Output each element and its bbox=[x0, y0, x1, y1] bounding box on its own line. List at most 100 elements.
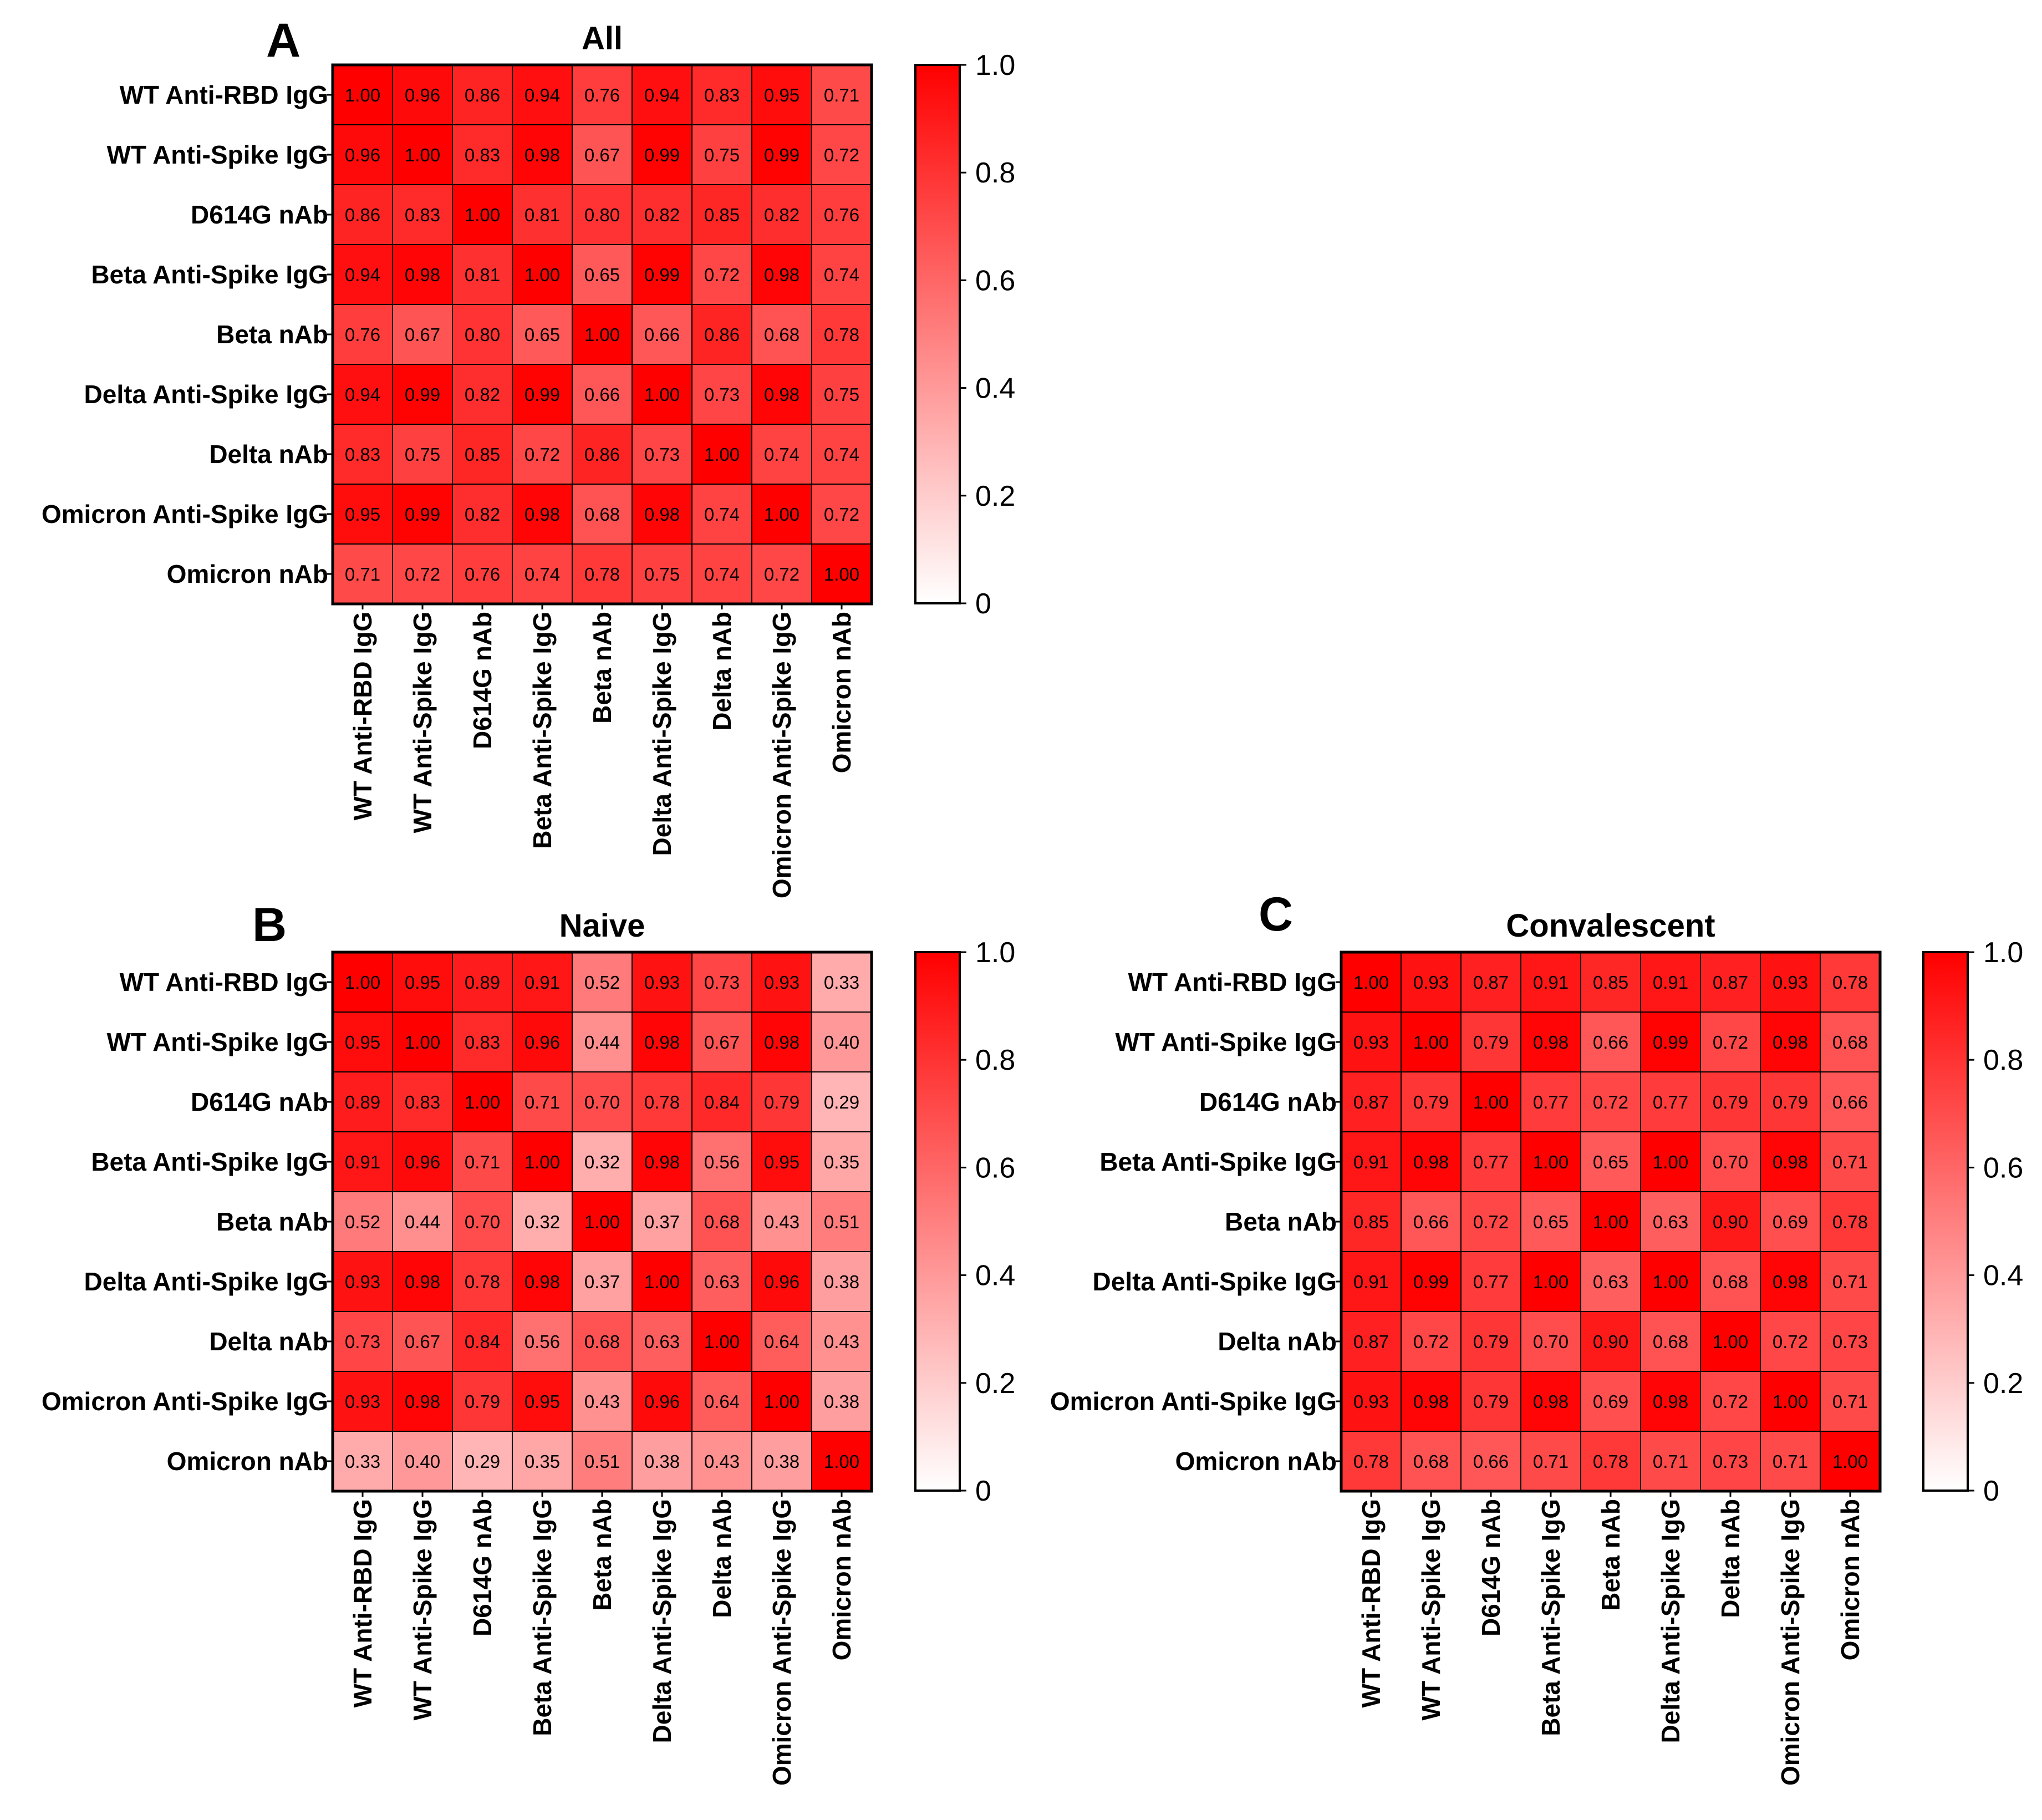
cell-value-label: 0.33 bbox=[345, 1451, 380, 1472]
cell-value-label: 0.89 bbox=[345, 1092, 380, 1112]
cell-value-label: 0.71 bbox=[824, 85, 859, 105]
cell-value-label: 0.68 bbox=[1653, 1331, 1688, 1352]
cell-value-label: 1.00 bbox=[465, 1092, 500, 1112]
heatmap-cell bbox=[1760, 1011, 1821, 1072]
heatmap-cell bbox=[392, 952, 453, 1013]
panel-letter: A bbox=[266, 14, 301, 67]
heatmap-cell bbox=[572, 1071, 633, 1132]
cell-value-label: 0.99 bbox=[524, 384, 560, 405]
cell-value-label: 1.00 bbox=[405, 145, 440, 165]
column-label: Beta Anti-Spike IgG bbox=[528, 1499, 557, 1736]
heatmap-cell bbox=[632, 1011, 692, 1072]
column-label: WT Anti-Spike IgG bbox=[1417, 1499, 1445, 1721]
heatmap-cell bbox=[751, 1071, 812, 1132]
cell-value-label: 0.78 bbox=[1353, 1451, 1389, 1472]
cell-value-label: 0.73 bbox=[644, 444, 680, 465]
colorbar-tick-label: 0.2 bbox=[975, 480, 1015, 512]
cell-value-label: 0.84 bbox=[465, 1331, 500, 1352]
column-label: Omicron Anti-Spike IgG bbox=[767, 1499, 796, 1786]
heatmap-cell bbox=[1460, 1011, 1521, 1072]
colorbar bbox=[914, 64, 961, 604]
cell-value-label: 0.87 bbox=[1713, 972, 1748, 993]
heatmap-cell bbox=[1520, 1431, 1581, 1492]
heatmap-cell bbox=[1760, 1071, 1821, 1132]
colorbar-tick-label: 1.0 bbox=[975, 937, 1015, 969]
cell-value-label: 0.82 bbox=[764, 205, 800, 225]
heatmap-cell bbox=[512, 364, 573, 425]
heatmap-cell bbox=[512, 1191, 573, 1252]
cell-value-label: 0.83 bbox=[405, 1092, 440, 1112]
heatmap-cell bbox=[1700, 1251, 1761, 1312]
row-label: Delta nAb bbox=[1218, 1327, 1337, 1356]
cell-value-label: 0.80 bbox=[584, 205, 620, 225]
heatmap-cell bbox=[392, 1131, 453, 1192]
heatmap-cell bbox=[332, 364, 393, 425]
cell-value-label: 0.76 bbox=[465, 564, 500, 584]
heatmap-cell bbox=[1460, 1311, 1521, 1372]
cell-value-label: 0.71 bbox=[1653, 1451, 1688, 1472]
cell-value-label: 0.52 bbox=[345, 1212, 380, 1232]
cell-value-label: 0.67 bbox=[584, 145, 620, 165]
heatmap-cell bbox=[811, 184, 872, 245]
cell-value-label: 0.68 bbox=[1832, 1032, 1868, 1053]
cell-value-label: 0.43 bbox=[704, 1451, 740, 1472]
heatmap-cell bbox=[1820, 1251, 1881, 1312]
cell-value-label: 0.85 bbox=[704, 205, 740, 225]
cell-value-label: 0.72 bbox=[764, 564, 800, 584]
panel-title: Naive bbox=[559, 908, 645, 944]
cell-value-label: 0.93 bbox=[1773, 972, 1808, 993]
cell-value-label: 0.68 bbox=[1713, 1272, 1748, 1292]
colorbar-tick-label: 0.6 bbox=[1983, 1152, 2023, 1184]
cell-value-label: 1.00 bbox=[1593, 1212, 1628, 1232]
heatmap-cell bbox=[1460, 1371, 1521, 1432]
column-label: D614G nAb bbox=[468, 1499, 497, 1636]
cell-value-label: 0.98 bbox=[764, 1032, 800, 1053]
row-label: D614G nAb bbox=[191, 1087, 328, 1116]
heatmap-cell bbox=[1520, 1311, 1581, 1372]
cell-value-label: 0.79 bbox=[1713, 1092, 1748, 1112]
heatmap-cell bbox=[572, 1251, 633, 1312]
cell-value-label: 0.71 bbox=[1832, 1391, 1868, 1412]
cell-value-label: 1.00 bbox=[465, 205, 500, 225]
panel-title: Convalescent bbox=[1506, 908, 1715, 944]
cell-value-label: 0.71 bbox=[1773, 1451, 1808, 1472]
column-label: WT Anti-RBD IgG bbox=[1357, 1499, 1386, 1707]
cell-value-label: 0.68 bbox=[584, 504, 620, 525]
row-label: Delta nAb bbox=[209, 1327, 328, 1356]
heatmap-cell bbox=[1640, 1191, 1701, 1252]
cell-value-label: 1.00 bbox=[704, 1331, 740, 1352]
cell-value-label: 0.91 bbox=[1653, 972, 1688, 993]
cell-value-label: 0.94 bbox=[644, 85, 680, 105]
cell-value-label: 0.95 bbox=[405, 972, 440, 993]
cell-value-label: 0.66 bbox=[584, 384, 620, 405]
heatmap-cell bbox=[1520, 1011, 1581, 1072]
cell-value-label: 0.71 bbox=[524, 1092, 560, 1112]
cell-value-label: 0.44 bbox=[405, 1212, 440, 1232]
heatmap-cell bbox=[1760, 1251, 1821, 1312]
heatmap-cell bbox=[392, 64, 453, 125]
cell-value-label: 0.69 bbox=[1593, 1391, 1628, 1412]
cell-value-label: 0.29 bbox=[824, 1092, 859, 1112]
heatmap-cell bbox=[1700, 1011, 1761, 1072]
cell-value-label: 0.70 bbox=[465, 1212, 500, 1232]
colorbar-tick-label: 1.0 bbox=[975, 49, 1015, 82]
heatmap-cell bbox=[1580, 1431, 1641, 1492]
cell-value-label: 0.68 bbox=[764, 324, 800, 345]
heatmap-cell bbox=[332, 184, 393, 245]
cell-value-label: 0.98 bbox=[764, 384, 800, 405]
cell-value-label: 0.98 bbox=[644, 1032, 680, 1053]
colorbar-tick-label: 1.0 bbox=[1983, 937, 2023, 969]
cell-value-label: 1.00 bbox=[405, 1032, 440, 1053]
cell-value-label: 0.56 bbox=[524, 1331, 560, 1352]
cell-value-label: 0.95 bbox=[345, 504, 380, 525]
cell-value-label: 0.73 bbox=[1832, 1331, 1868, 1352]
cell-value-label: 0.96 bbox=[644, 1391, 680, 1412]
cell-value-label: 0.72 bbox=[824, 145, 859, 165]
cell-value-label: 0.65 bbox=[1533, 1212, 1569, 1232]
heatmap-cell bbox=[452, 304, 513, 365]
heatmap-cell bbox=[512, 543, 573, 604]
panel-title: All bbox=[582, 21, 623, 57]
